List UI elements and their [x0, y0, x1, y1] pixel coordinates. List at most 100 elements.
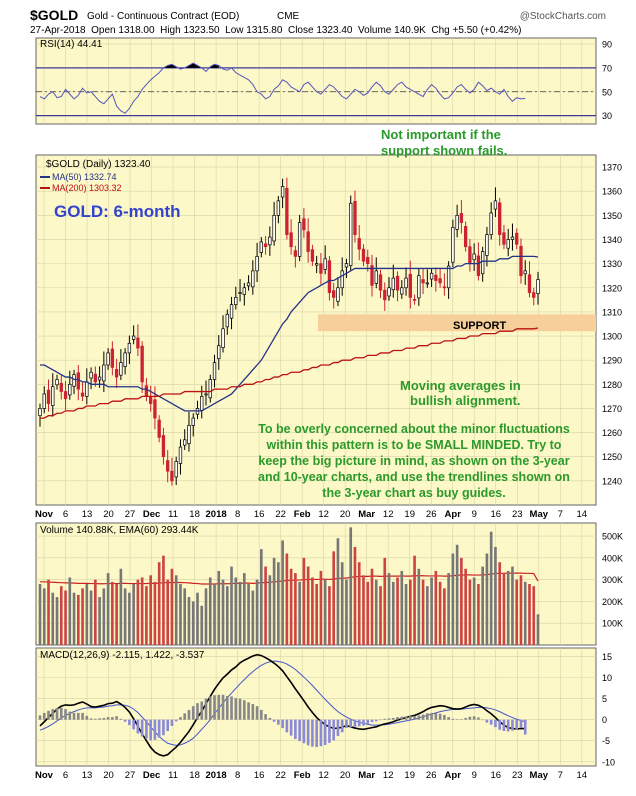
volume-bar [281, 540, 284, 645]
candle-body [136, 337, 140, 349]
macd-histogram-bar [485, 719, 489, 723]
volume-bar [443, 588, 446, 645]
macd-histogram-bar [408, 715, 412, 720]
macd-histogram-bar [162, 719, 165, 736]
macd-histogram-bar [204, 698, 208, 720]
macd-histogram-bar [362, 719, 365, 726]
macd-histogram-bar [387, 718, 391, 720]
volume-bar [102, 588, 106, 645]
candle-body [102, 364, 106, 382]
macd-histogram-bar [311, 719, 314, 747]
macd-histogram-bar [123, 719, 127, 722]
volume-bar [68, 577, 72, 645]
candle-body [161, 435, 166, 458]
macd-histogram-bar [391, 717, 395, 720]
candle-body [391, 277, 395, 291]
volume-bar [119, 568, 123, 645]
volume-ema-line [40, 572, 539, 585]
x-tick-label: 23 [512, 509, 523, 520]
volume-bar [472, 577, 476, 645]
x-tick-label: 8 [235, 770, 240, 781]
macd-histogram-bar [47, 710, 50, 720]
support-label: SUPPORT [453, 320, 506, 332]
macd-histogram-bar [225, 696, 229, 720]
volume-bar [174, 575, 178, 645]
volume-bar [123, 588, 127, 645]
candle-body [55, 379, 59, 386]
macd-histogram-bar [298, 719, 301, 742]
candle-body [536, 279, 540, 294]
candle-body [374, 270, 378, 284]
volume-bar [536, 614, 540, 645]
chart-title: GOLD: 6-month [54, 202, 181, 221]
candle-body [366, 256, 370, 264]
candle-body [523, 270, 527, 275]
volume-bar [302, 557, 306, 645]
macd-panel [35, 647, 597, 767]
candle-body [187, 424, 191, 445]
volume-bar [230, 566, 233, 645]
price-y-tick: 1260 [602, 428, 622, 438]
candle-body [76, 372, 80, 390]
macd-histogram-bar [255, 706, 259, 720]
candle-body [493, 200, 498, 210]
volume-bar [357, 562, 361, 645]
annotation-top-2: support shown fails. [381, 143, 507, 158]
macd-histogram-bar [332, 719, 336, 741]
volume-bar [255, 579, 259, 645]
x-tick-label: 11 [168, 770, 178, 781]
macd-histogram-bar [132, 719, 135, 730]
macd-histogram-bar [515, 719, 519, 730]
candle-body [42, 393, 46, 409]
candle-body [442, 286, 447, 289]
candle-body [387, 287, 391, 297]
candle-body [370, 265, 374, 286]
candle-body [455, 214, 459, 230]
x-tick-label: 2018 [206, 770, 227, 781]
macd-histogram-bar [264, 714, 267, 720]
volume-bar [157, 562, 161, 645]
candle-body [59, 382, 63, 392]
macd-histogram-bar [472, 716, 476, 720]
x-tick-label: 8 [235, 509, 240, 520]
x-tick-label: 13 [82, 770, 93, 781]
candle-body [480, 251, 485, 275]
candle-body [93, 373, 98, 383]
annotation-main-5: the 3-year chart as buy guides. [322, 486, 505, 500]
volume-label: Volume 140.88K, EMA(60) 293.44K [40, 525, 199, 536]
rsi-y-tick: 90 [602, 39, 612, 49]
candle-body [327, 260, 332, 293]
macd-histogram-bar [306, 719, 310, 746]
candle-body [72, 374, 76, 387]
macd-histogram-bar [481, 719, 484, 721]
candle-body [144, 385, 149, 397]
x-tick-label: 16 [254, 770, 265, 781]
macd-y-tick: 15 [602, 652, 612, 662]
candle-body [417, 275, 421, 299]
volume-bar [532, 586, 536, 645]
macd-histogram-bar [438, 713, 442, 720]
volume-bar [353, 546, 357, 645]
candle-body [485, 234, 489, 256]
macd-histogram-bar [174, 719, 178, 722]
candle-body [63, 391, 68, 400]
macd-histogram-bar [357, 719, 361, 727]
candle-body [502, 232, 506, 245]
volume-bar [528, 584, 531, 645]
x-tick-label: 20 [340, 509, 351, 520]
candle-body [438, 278, 442, 284]
volume-bar [387, 573, 391, 645]
candle-body [217, 345, 221, 360]
candle-body [170, 470, 174, 482]
volume-bar [187, 597, 191, 645]
macd-histogram-bar [119, 718, 123, 720]
volume-bar [136, 579, 140, 645]
volume-bar [247, 584, 250, 645]
candle-body [272, 214, 276, 242]
candle-body [378, 274, 383, 291]
volume-bar [323, 579, 327, 645]
x-tick-label: 27 [125, 770, 136, 781]
candle-body [119, 362, 123, 376]
macd-histogram-bar [417, 715, 421, 720]
